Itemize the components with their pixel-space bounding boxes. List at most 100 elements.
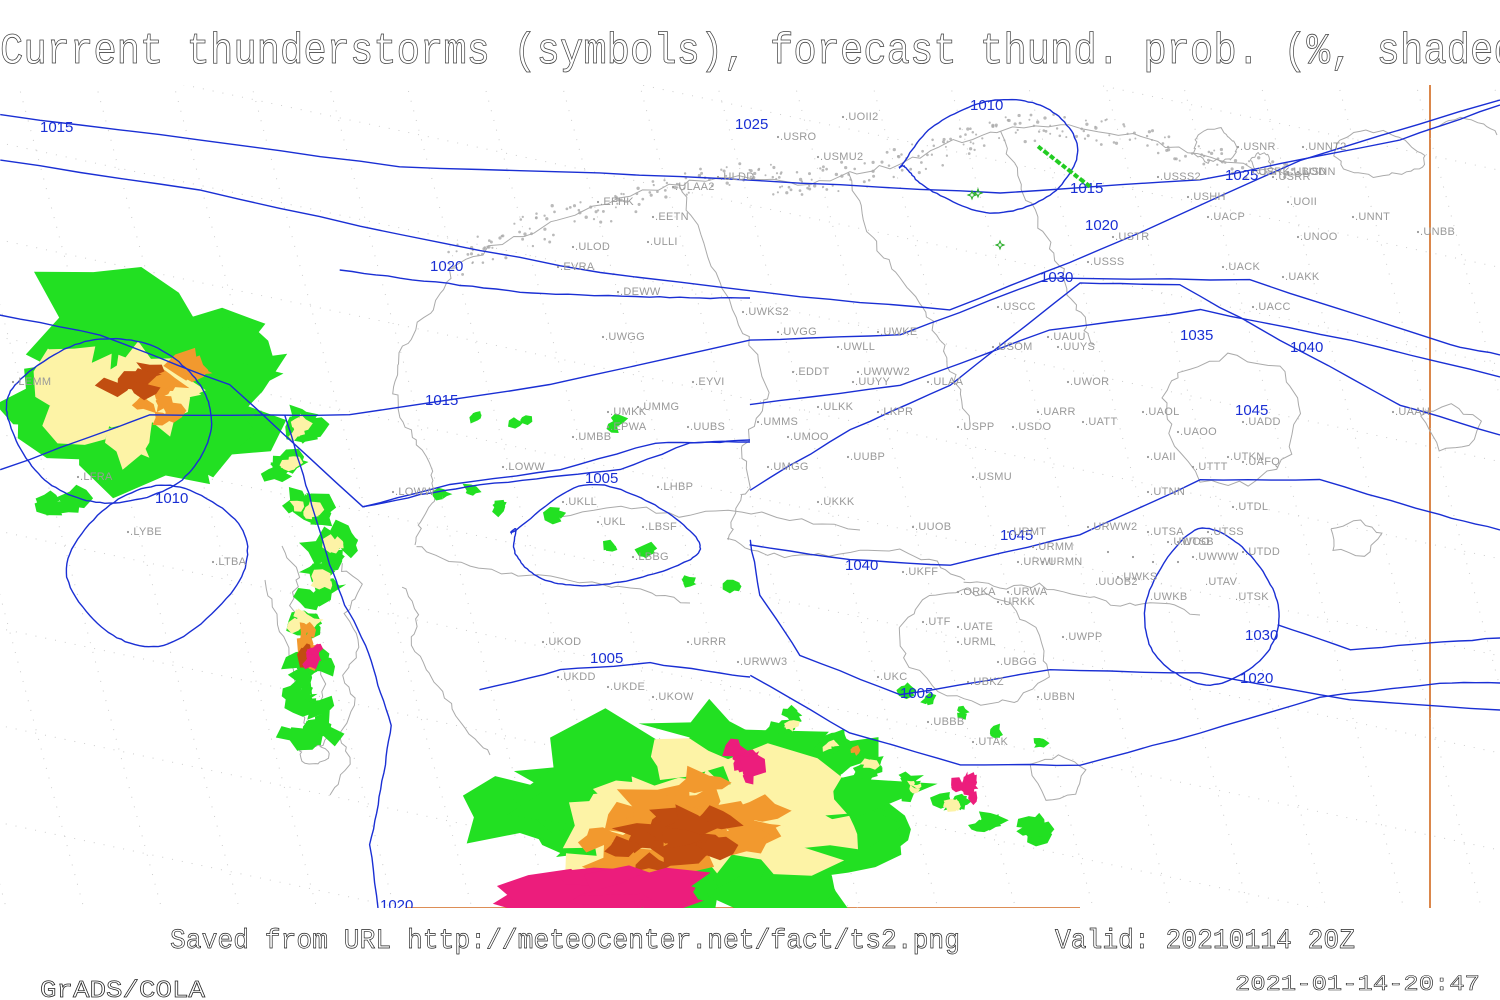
svg-text:.UBGG: .UBGG [1000, 656, 1037, 668]
svg-text:.UKOD: .UKOD [545, 636, 581, 648]
svg-text:.UTNN: .UTNN [1150, 486, 1185, 498]
svg-text:.URML: .URML [960, 636, 996, 648]
svg-text:.URMM: .URMM [1035, 541, 1074, 553]
svg-text:.UTSS: .UTSS [1210, 526, 1244, 538]
svg-text:1040: 1040 [845, 557, 878, 574]
svg-text:.LTBA: .LTBA [215, 556, 247, 568]
svg-text:.EFHK: .EFHK [600, 196, 634, 208]
svg-text:1015: 1015 [40, 119, 73, 136]
svg-text:.UKKK: .UKKK [820, 496, 855, 508]
svg-text:.UATT: .UATT [1085, 416, 1117, 428]
svg-text:.USOM: .USOM [995, 341, 1033, 353]
svg-text:.USNR: .USNR [1240, 141, 1276, 153]
svg-text:.UKL: .UKL [600, 516, 626, 528]
svg-text:1025: 1025 [735, 116, 768, 133]
svg-text:.UNBB: .UNBB [1420, 226, 1455, 238]
svg-text:.ULKK: .ULKK [820, 401, 854, 413]
svg-text:1010: 1010 [970, 97, 1003, 114]
svg-text:.ORKA: .ORKA [960, 586, 996, 598]
svg-text:2021-01-14-20:47: 2021-01-14-20:47 [1235, 972, 1480, 997]
svg-text:.UTDL: .UTDL [1235, 501, 1268, 513]
svg-text:.UKDD: .UKDD [560, 671, 596, 683]
svg-text:.UNNT: .UNNT [1355, 211, 1390, 223]
svg-text:GrADS/COLA: GrADS/COLA [40, 978, 206, 1000]
svg-text:.UACC: .UACC [1255, 301, 1291, 313]
svg-text:.UAOO: .UAOO [1180, 426, 1217, 438]
svg-text:.UVGG: .UVGG [780, 326, 817, 338]
svg-text:.UOII2: .UOII2 [845, 111, 879, 123]
svg-text:1005: 1005 [590, 650, 623, 667]
svg-text:.UMOO: .UMOO [790, 431, 829, 443]
svg-text:.USSS2: .USSS2 [1160, 171, 1201, 183]
svg-text:.ULOD: .ULOD [575, 241, 610, 253]
svg-text:.UADD: .UADD [1245, 416, 1281, 428]
svg-text:.UMGG: .UMGG [770, 461, 809, 473]
svg-text:.USDO: .USDO [1015, 421, 1051, 433]
svg-text:.UWLL: .UWLL [840, 341, 875, 353]
svg-text:.LYBE: .LYBE [130, 526, 162, 538]
svg-text:.URWW2: .URWW2 [1090, 521, 1137, 533]
svg-text:1020: 1020 [1240, 670, 1273, 687]
svg-text:.DEWW: .DEWW [620, 286, 661, 298]
svg-text:1035: 1035 [1180, 327, 1213, 344]
svg-text:.ULDD: .ULDD [720, 171, 755, 183]
svg-text:.UKLL: .UKLL [565, 496, 597, 508]
svg-text:.USPP: .USPP [960, 421, 995, 433]
svg-text:Current thunderstorms (symbols: Current thunderstorms (symbols), forecas… [0, 27, 1500, 77]
svg-text:.UUBP: .UUBP [850, 451, 885, 463]
svg-text:.UKFF: .UKFF [905, 566, 938, 578]
svg-text:.UNOO: .UNOO [1300, 231, 1338, 243]
svg-text:.URWW3: .URWW3 [740, 656, 787, 668]
svg-text:.UAKK: .UAKK [1285, 271, 1320, 283]
svg-text:.USMU: .USMU [975, 471, 1012, 483]
svg-text:.UATE: .UATE [960, 621, 993, 633]
svg-text:.UUBS: .UUBS [690, 421, 725, 433]
svg-text:.UUYS: .UUYS [1060, 341, 1095, 353]
svg-text:.LOWW: .LOWW [505, 461, 545, 473]
svg-text:.UTAV: .UTAV [1205, 576, 1238, 588]
svg-text:1020: 1020 [1085, 217, 1118, 234]
svg-text:.URWA: .URWA [1010, 586, 1048, 598]
svg-text:Saved from URL http://meteocen: Saved from URL http://meteocenter.net/fa… [170, 926, 960, 957]
svg-text:.EYVI: .EYVI [695, 376, 725, 388]
svg-text:1005: 1005 [900, 685, 933, 702]
svg-text:.USCC: .USCC [1000, 301, 1036, 313]
svg-text:.UAII: .UAII [1150, 451, 1176, 463]
svg-text:.LBBG: .LBBG [635, 551, 669, 563]
svg-text:.UAFQ: .UAFQ [1245, 456, 1280, 468]
svg-text:.USMU2: .USMU2 [820, 151, 863, 163]
svg-text:.UTSK: .UTSK [1235, 591, 1269, 603]
svg-text:.UWKB: .UWKB [1150, 591, 1188, 603]
svg-text:.UWKS: .UWKS [1120, 571, 1158, 583]
svg-text:.USTR: .USTR [1115, 231, 1150, 243]
svg-text:.USNN: .USNN [1300, 166, 1336, 178]
svg-text:.UMMS: .UMMS [760, 416, 798, 428]
svg-text:.EETN: .EETN [655, 211, 689, 223]
svg-text:.UTTT: .UTTT [1195, 461, 1228, 473]
svg-text:.LKPR: .LKPR [880, 406, 913, 418]
svg-text:1005: 1005 [585, 470, 618, 487]
svg-text:.UWKS2: .UWKS2 [745, 306, 789, 318]
svg-text:.UACK: .UACK [1225, 261, 1260, 273]
svg-text:.USSS: .USSS [1090, 256, 1125, 268]
svg-text:.UUOB: .UUOB [915, 521, 951, 533]
svg-text:1010: 1010 [155, 490, 188, 507]
svg-text:.USRO: .USRO [780, 131, 816, 143]
svg-text:1020: 1020 [430, 258, 463, 275]
svg-text:.UMBB: .UMBB [575, 431, 611, 443]
svg-text:.UARR: .UARR [1040, 406, 1076, 418]
svg-text:.EPWA: .EPWA [610, 421, 647, 433]
svg-text:.LHBP: .LHBP [660, 481, 693, 493]
svg-text:.LFRA: .LFRA [80, 471, 113, 483]
svg-text:.UWWW2: .UWWW2 [860, 366, 910, 378]
svg-text:.UWGG: .UWGG [605, 331, 645, 343]
svg-text:1040: 1040 [1290, 339, 1323, 356]
svg-text:.EDDT: .EDDT [795, 366, 830, 378]
svg-text:.LBSF: .LBSF [645, 521, 677, 533]
svg-text:1015: 1015 [1070, 180, 1103, 197]
svg-text:1020: 1020 [380, 897, 413, 908]
svg-text:1015: 1015 [425, 392, 458, 409]
svg-text:.UTDD: .UTDD [1245, 546, 1280, 558]
svg-text:.UTSB: .UTSB [1180, 536, 1214, 548]
svg-text:.UAAH: .UAAH [1395, 406, 1430, 418]
